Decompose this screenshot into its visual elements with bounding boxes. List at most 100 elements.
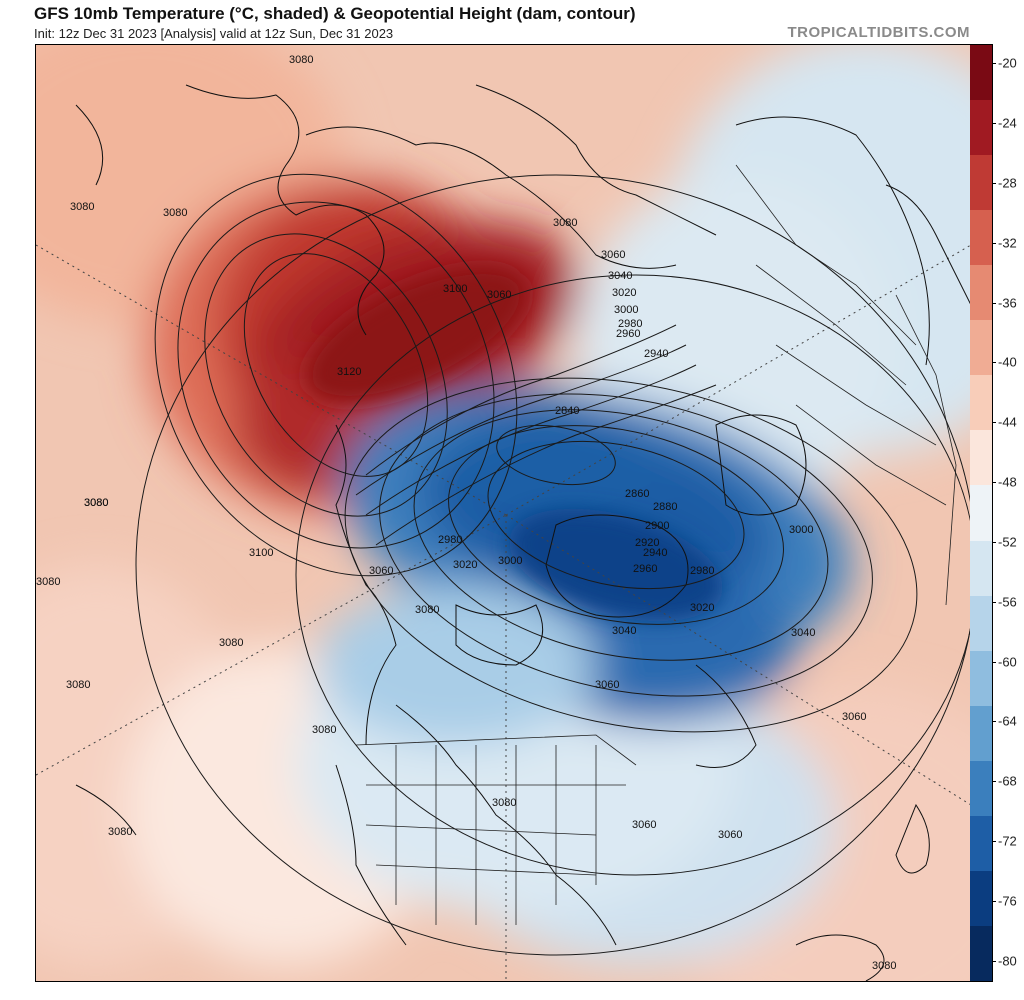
- contour-label: 3020: [690, 602, 714, 614]
- contour-label: 2920: [635, 537, 659, 549]
- init-valid-subtitle: Init: 12z Dec 31 2023 [Analysis] valid a…: [34, 26, 394, 41]
- map-canvas: 3080 3080 3080 3080 3080 3060 3040 3020 …: [36, 45, 971, 981]
- colorbar-segment: [970, 430, 992, 486]
- contour-label: 3000: [498, 555, 522, 567]
- contour-label: 3060: [601, 249, 625, 261]
- contour-label: 3080: [553, 217, 577, 229]
- colorbar-segment: [970, 265, 992, 321]
- colorbar-label: -60: [998, 654, 1017, 670]
- colorbar-tick: [992, 182, 996, 184]
- contour-label: 2980: [618, 318, 642, 330]
- colorbar-tick: [992, 242, 996, 244]
- colorbar-segment: [970, 870, 992, 927]
- colorbar-segment: [970, 320, 992, 376]
- contour-label: 3000: [614, 304, 638, 316]
- political-borders: [355, 164, 957, 925]
- contour-label: 2940: [643, 547, 667, 559]
- colorbar-label: -76: [998, 893, 1017, 909]
- colorbar-segment: [970, 925, 992, 982]
- colorbar-tick: [992, 541, 996, 543]
- colorbar-segment: [970, 375, 992, 431]
- contour-label: 3040: [608, 270, 632, 282]
- contour-label: 3100: [443, 283, 467, 295]
- colorbar-segment: [970, 100, 992, 156]
- colorbar-label: -24: [998, 115, 1017, 131]
- contour-label: 3060: [487, 289, 511, 301]
- contour-label: 3080: [312, 724, 336, 736]
- contour-label: 2960: [616, 328, 640, 340]
- colorbar-tick: [992, 900, 996, 902]
- map-title: GFS 10mb Temperature (°C, shaded) & Geop…: [34, 4, 636, 23]
- contour-label: 3060: [842, 711, 866, 723]
- colorbar-label: -80: [998, 953, 1017, 969]
- colorbar-segment: [970, 595, 992, 652]
- colorbar-segment: [970, 650, 992, 707]
- colorbar-tick: [992, 63, 996, 65]
- colorbar-label: -68: [998, 773, 1017, 789]
- colorbar-tick: [992, 482, 996, 484]
- colorbar-tick: [992, 841, 996, 843]
- height-contours: [135, 173, 971, 956]
- temperature-colorbar: [970, 44, 993, 982]
- colorbar-tick: [992, 960, 996, 962]
- colorbar-label: -56: [998, 594, 1017, 610]
- colorbar-tick: [992, 781, 996, 783]
- contour-label: 3080: [289, 54, 313, 66]
- contour-label: 3080: [36, 576, 60, 588]
- temperature-height-map: 3080 3080 3080 3080 3080 3060 3040 3020 …: [35, 44, 972, 982]
- colorbar-label: -48: [998, 474, 1017, 490]
- colorbar-tick: [992, 601, 996, 603]
- colorbar-label: -64: [998, 713, 1017, 729]
- contour-label: 2980: [438, 534, 462, 546]
- contour-labels: 3080 3080 3080 3080 3080 3060 3040 3020 …: [36, 54, 896, 972]
- contour-label: 2900: [645, 520, 669, 532]
- colorbar-segment: [970, 815, 992, 872]
- colorbar-label: -40: [998, 354, 1017, 370]
- colorbar-label: -28: [998, 175, 1017, 191]
- colorbar-segment: [970, 540, 992, 597]
- site-credit: TROPICALTIDBITS.COM: [787, 24, 970, 41]
- graticule-lines: [36, 244, 971, 981]
- colorbar-segment: [970, 485, 992, 542]
- coastlines: [75, 84, 971, 981]
- contour-label: 3080: [70, 201, 94, 213]
- contour-label: 3120: [337, 366, 361, 378]
- colorbar-segment: [970, 705, 992, 762]
- colorbar-segment: [970, 760, 992, 817]
- colorbar-segment: [970, 45, 992, 101]
- contour-label: 2860: [625, 488, 649, 500]
- contour-label: 2940: [644, 348, 668, 360]
- colorbar-label: -44: [998, 414, 1017, 430]
- temperature-shading: [36, 45, 971, 981]
- contour-label: 3060: [718, 829, 742, 841]
- contour-label: 3080: [84, 497, 108, 509]
- colorbar-tick: [992, 362, 996, 364]
- colorbar-label: -52: [998, 534, 1017, 550]
- colorbar-tick: [992, 661, 996, 663]
- colorbar-tick: [992, 721, 996, 723]
- contour-label: 2960: [633, 563, 657, 575]
- contour-label: 2880: [653, 501, 677, 513]
- contour-label: 2840: [555, 405, 579, 417]
- contour-label: 3040: [612, 625, 636, 637]
- colorbar-label: -20: [998, 55, 1017, 71]
- colorbar-label: -72: [998, 833, 1017, 849]
- contour-label: 3080: [163, 207, 187, 219]
- contour-label: 3060: [595, 679, 619, 691]
- contour-label: 3060: [632, 819, 656, 831]
- colorbar-tick: [992, 302, 996, 304]
- contour-label: 3080: [219, 637, 243, 649]
- contour-label: 3080: [492, 797, 516, 809]
- contour-label: 3080: [66, 679, 90, 691]
- contour-label: 3020: [453, 559, 477, 571]
- contour-label: 3080: [108, 826, 132, 838]
- colorbar-label: -32: [998, 235, 1017, 251]
- contour-label: 3080: [415, 604, 439, 616]
- colorbar-tick: [992, 123, 996, 125]
- contour-label: 3060: [369, 565, 393, 577]
- contour-label: 3000: [789, 524, 813, 536]
- temperature-core-shading: [305, 266, 724, 622]
- contour-label: 3040: [791, 627, 815, 639]
- contour-label: 3100: [249, 547, 273, 559]
- contour-label: 3020: [612, 287, 636, 299]
